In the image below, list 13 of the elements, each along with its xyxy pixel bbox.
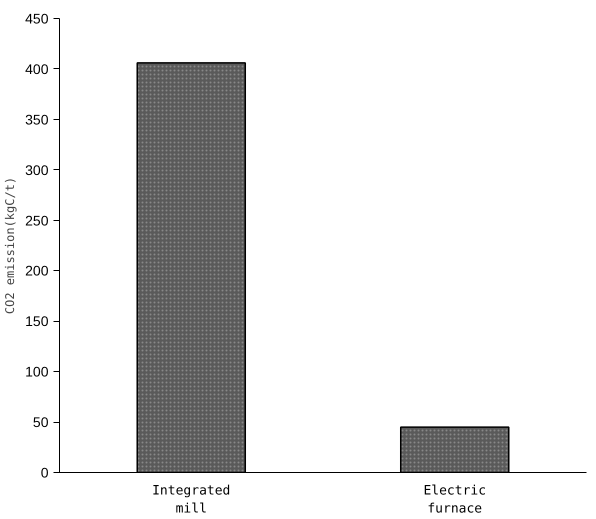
- y-tick-label: 0: [40, 464, 49, 480]
- y-axis-title: CO2 emission(kgC/t): [3, 176, 18, 314]
- y-tick-label: 250: [25, 212, 49, 228]
- x-tick-label: Electric furnace: [423, 484, 486, 516]
- y-tick-label: 350: [25, 111, 49, 128]
- y-tick-label: 50: [32, 414, 49, 430]
- x-tick-label: Integrated mill: [152, 484, 230, 516]
- y-tick-label: 300: [25, 162, 49, 178]
- y-tick-label: 450: [25, 10, 49, 26]
- y-tick-label: 400: [25, 60, 49, 77]
- y-tick-label: 100: [25, 364, 49, 380]
- y-tick-label: 200: [25, 262, 49, 279]
- y-tick-label: 150: [25, 313, 49, 330]
